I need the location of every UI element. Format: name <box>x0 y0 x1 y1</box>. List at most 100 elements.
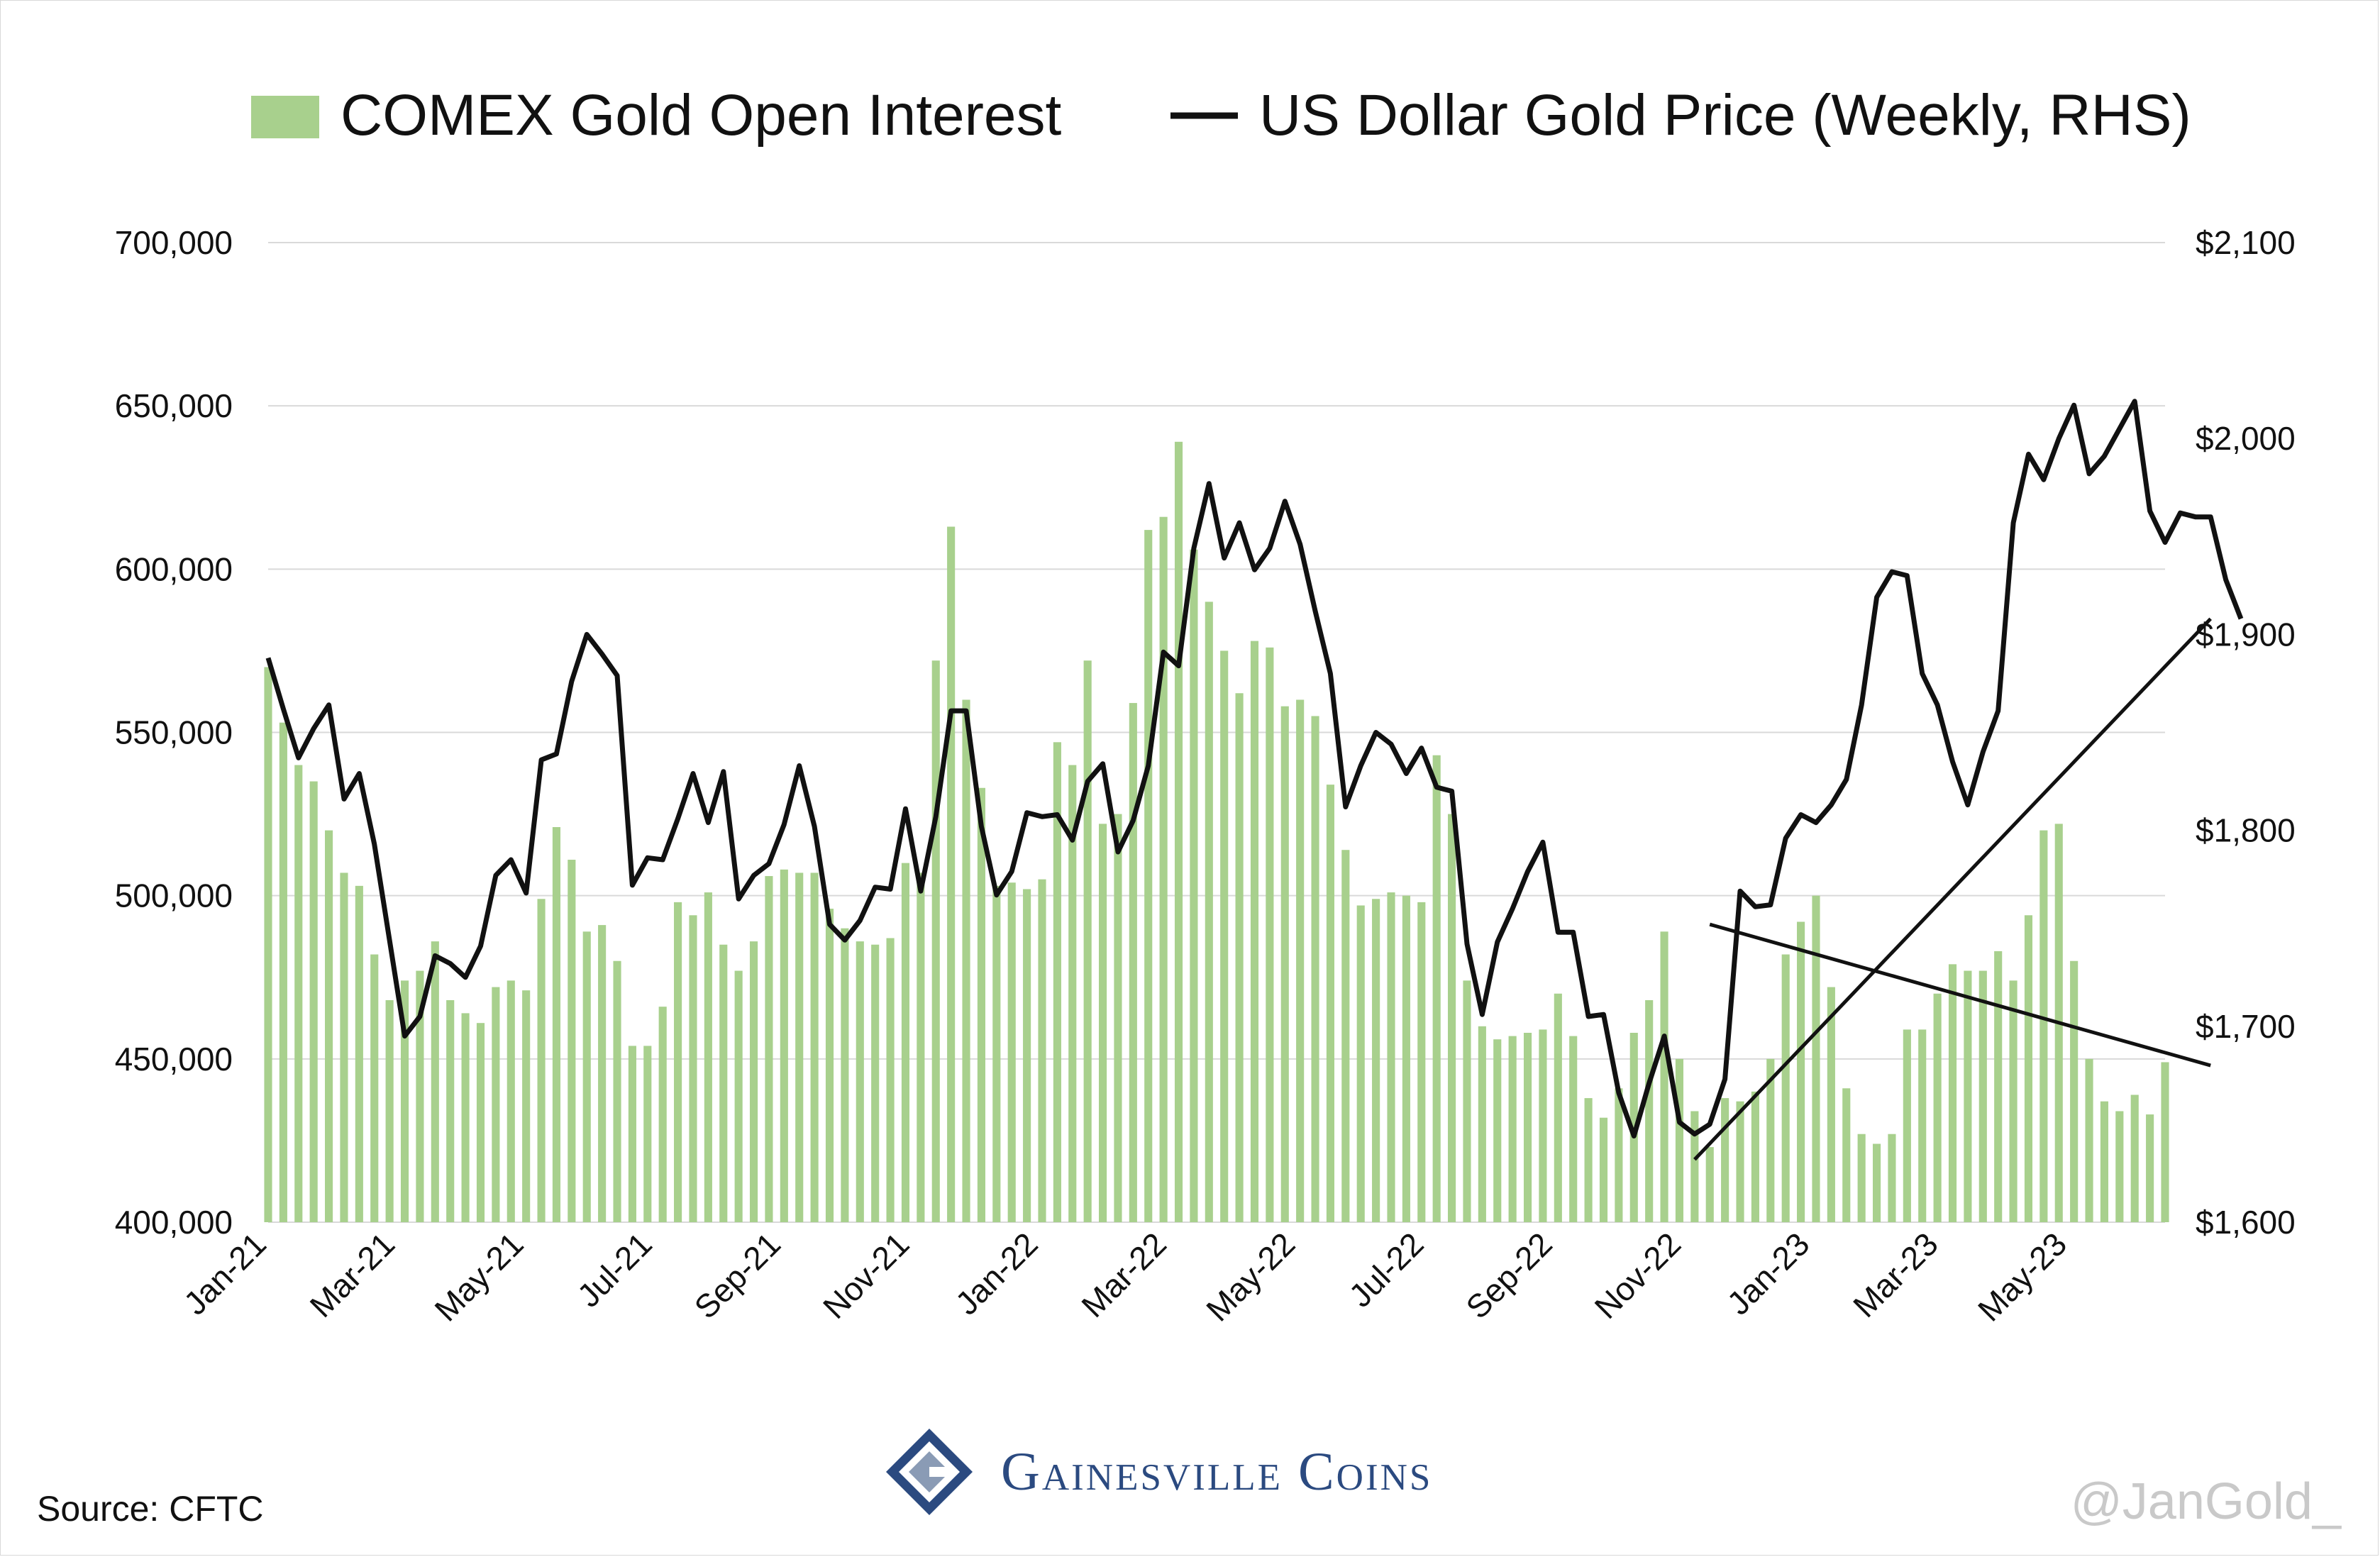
trendline <box>1693 617 2212 1161</box>
open-interest-bar <box>704 892 712 1222</box>
x-tick-label: Mar-22 <box>1074 1225 1173 1324</box>
open-interest-bar <box>1280 706 1289 1222</box>
x-tick-label: Nov-22 <box>1588 1225 1688 1326</box>
open-interest-bar <box>1888 1134 1896 1222</box>
open-interest-bar <box>1539 1029 1547 1222</box>
open-interest-bar <box>947 526 956 1222</box>
right-axis: $1,600 $1,700 $1,800 $1,900 $2,000 $2,100 <box>2196 224 2296 1241</box>
open-interest-bar <box>1023 889 1031 1222</box>
x-axis: Jan-21 Mar-21 May-21 Jul-21 Sep-21 Nov-21 Jan-… <box>177 1225 2074 1328</box>
open-interest-bar <box>825 909 834 1222</box>
gold-price-line <box>265 399 2244 1138</box>
open-interest-bar <box>1053 742 1061 1222</box>
open-interest-bar <box>1174 441 1183 1222</box>
open-interest-bar <box>856 941 864 1222</box>
open-interest-bar <box>780 869 788 1222</box>
open-interest-bar <box>674 902 682 1222</box>
right-tick-label: $1,900 <box>2196 616 2296 653</box>
open-interest-bar <box>1978 970 1987 1222</box>
x-tick-label: Nov-21 <box>816 1225 917 1326</box>
open-interest-bar <box>1569 1036 1578 1222</box>
open-interest-bar <box>355 885 363 1222</box>
open-interest-bar <box>1857 1134 1866 1222</box>
open-interest-bar <box>931 660 940 1222</box>
open-interest-bar <box>1736 1101 1744 1222</box>
open-interest-bar <box>1083 660 1092 1222</box>
open-interest-bar <box>871 944 880 1222</box>
x-tick-label: Jan-22 <box>948 1225 1045 1321</box>
left-tick-label: 450,000 <box>115 1041 233 1077</box>
open-interest-bar <box>992 885 1001 1222</box>
right-tick-label: $2,000 <box>2196 420 2296 457</box>
x-tick-label: May-23 <box>1971 1225 2074 1328</box>
open-interest-bar <box>689 915 697 1222</box>
open-interest-bar <box>1220 650 1229 1222</box>
open-interest-bar <box>522 990 531 1222</box>
open-interest-bar <box>1554 993 1562 1222</box>
open-interest-bar <box>446 999 455 1222</box>
open-interest-bar <box>385 999 394 1222</box>
open-interest-bar <box>2039 830 2048 1222</box>
open-interest-bar <box>886 938 895 1222</box>
right-tick-label: $1,600 <box>2196 1204 2296 1241</box>
open-interest-bar <box>2115 1111 2124 1222</box>
open-interest-bar <box>1205 602 1213 1222</box>
open-interest-bar <box>1266 647 1274 1222</box>
right-tick-label: $1,700 <box>2196 1008 2296 1045</box>
open-interest-bar <box>370 954 379 1222</box>
open-interest-bar <box>537 899 546 1222</box>
open-interest-bar <box>1675 1058 1684 1222</box>
left-tick-label: 400,000 <box>115 1204 233 1241</box>
trendline <box>1709 922 2211 1068</box>
open-interest-bar <box>2009 980 2018 1222</box>
open-interest-bar <box>1721 1098 1729 1222</box>
open-interest-bar <box>1341 850 1350 1222</box>
gainesville-coins-emblem <box>886 1429 973 1515</box>
open-interest-bar <box>1812 895 1820 1222</box>
open-interest-bar <box>841 928 849 1222</box>
open-interest-bar <box>1038 879 1046 1222</box>
x-tick-label: Mar-21 <box>303 1225 402 1324</box>
author-handle: @JanGold_ <box>2070 1473 2341 1530</box>
open-interest-bar <box>1372 899 1380 1222</box>
open-interest-bar <box>1584 1098 1593 1222</box>
open-interest-bar <box>2070 960 2079 1222</box>
open-interest-bar <box>340 872 348 1222</box>
open-interest-bar <box>1766 1058 1775 1222</box>
legend: COMEX Gold Open Interest US Dollar Gold … <box>251 83 2191 148</box>
brand-logo: Gainesville Coins <box>883 1422 1432 1522</box>
open-interest-bar <box>613 960 621 1222</box>
open-interest-bars <box>264 441 2169 1222</box>
open-interest-bar <box>917 872 925 1222</box>
x-tick-label: May-21 <box>427 1225 530 1328</box>
open-interest-bar <box>476 1023 485 1222</box>
open-interest-bar <box>1918 1029 1927 1222</box>
open-interest-bar <box>765 876 773 1222</box>
open-interest-bar <box>628 1046 636 1222</box>
open-interest-bar <box>795 872 804 1222</box>
gold-price-series <box>265 399 2244 1138</box>
open-interest-bar <box>1250 641 1259 1222</box>
left-tick-label: 500,000 <box>115 877 233 914</box>
open-interest-bar <box>1751 1091 1759 1222</box>
x-tick-label: Jul-21 <box>570 1225 659 1314</box>
open-interest-bar <box>598 925 607 1222</box>
open-interest-bar <box>552 826 561 1222</box>
open-interest-bar <box>1235 693 1244 1222</box>
open-interest-bar <box>294 765 303 1222</box>
trendlines <box>1693 617 2212 1161</box>
open-interest-bar <box>1007 882 1016 1222</box>
open-interest-bar <box>2161 1062 2169 1222</box>
right-tick-label: $2,100 <box>2196 224 2296 261</box>
open-interest-bar <box>309 781 318 1222</box>
open-interest-bar <box>1114 814 1122 1222</box>
open-interest-bar <box>2146 1114 2154 1222</box>
open-interest-bar <box>1903 1029 1911 1222</box>
open-interest-bar <box>658 1007 667 1222</box>
open-interest-bar <box>1068 765 1077 1222</box>
open-interest-bar <box>1994 951 2003 1222</box>
open-interest-bar <box>901 863 910 1222</box>
open-interest-bar <box>734 970 743 1222</box>
open-interest-bar <box>1827 987 1835 1222</box>
legend-label-open-interest: COMEX Gold Open Interest <box>341 83 1062 148</box>
